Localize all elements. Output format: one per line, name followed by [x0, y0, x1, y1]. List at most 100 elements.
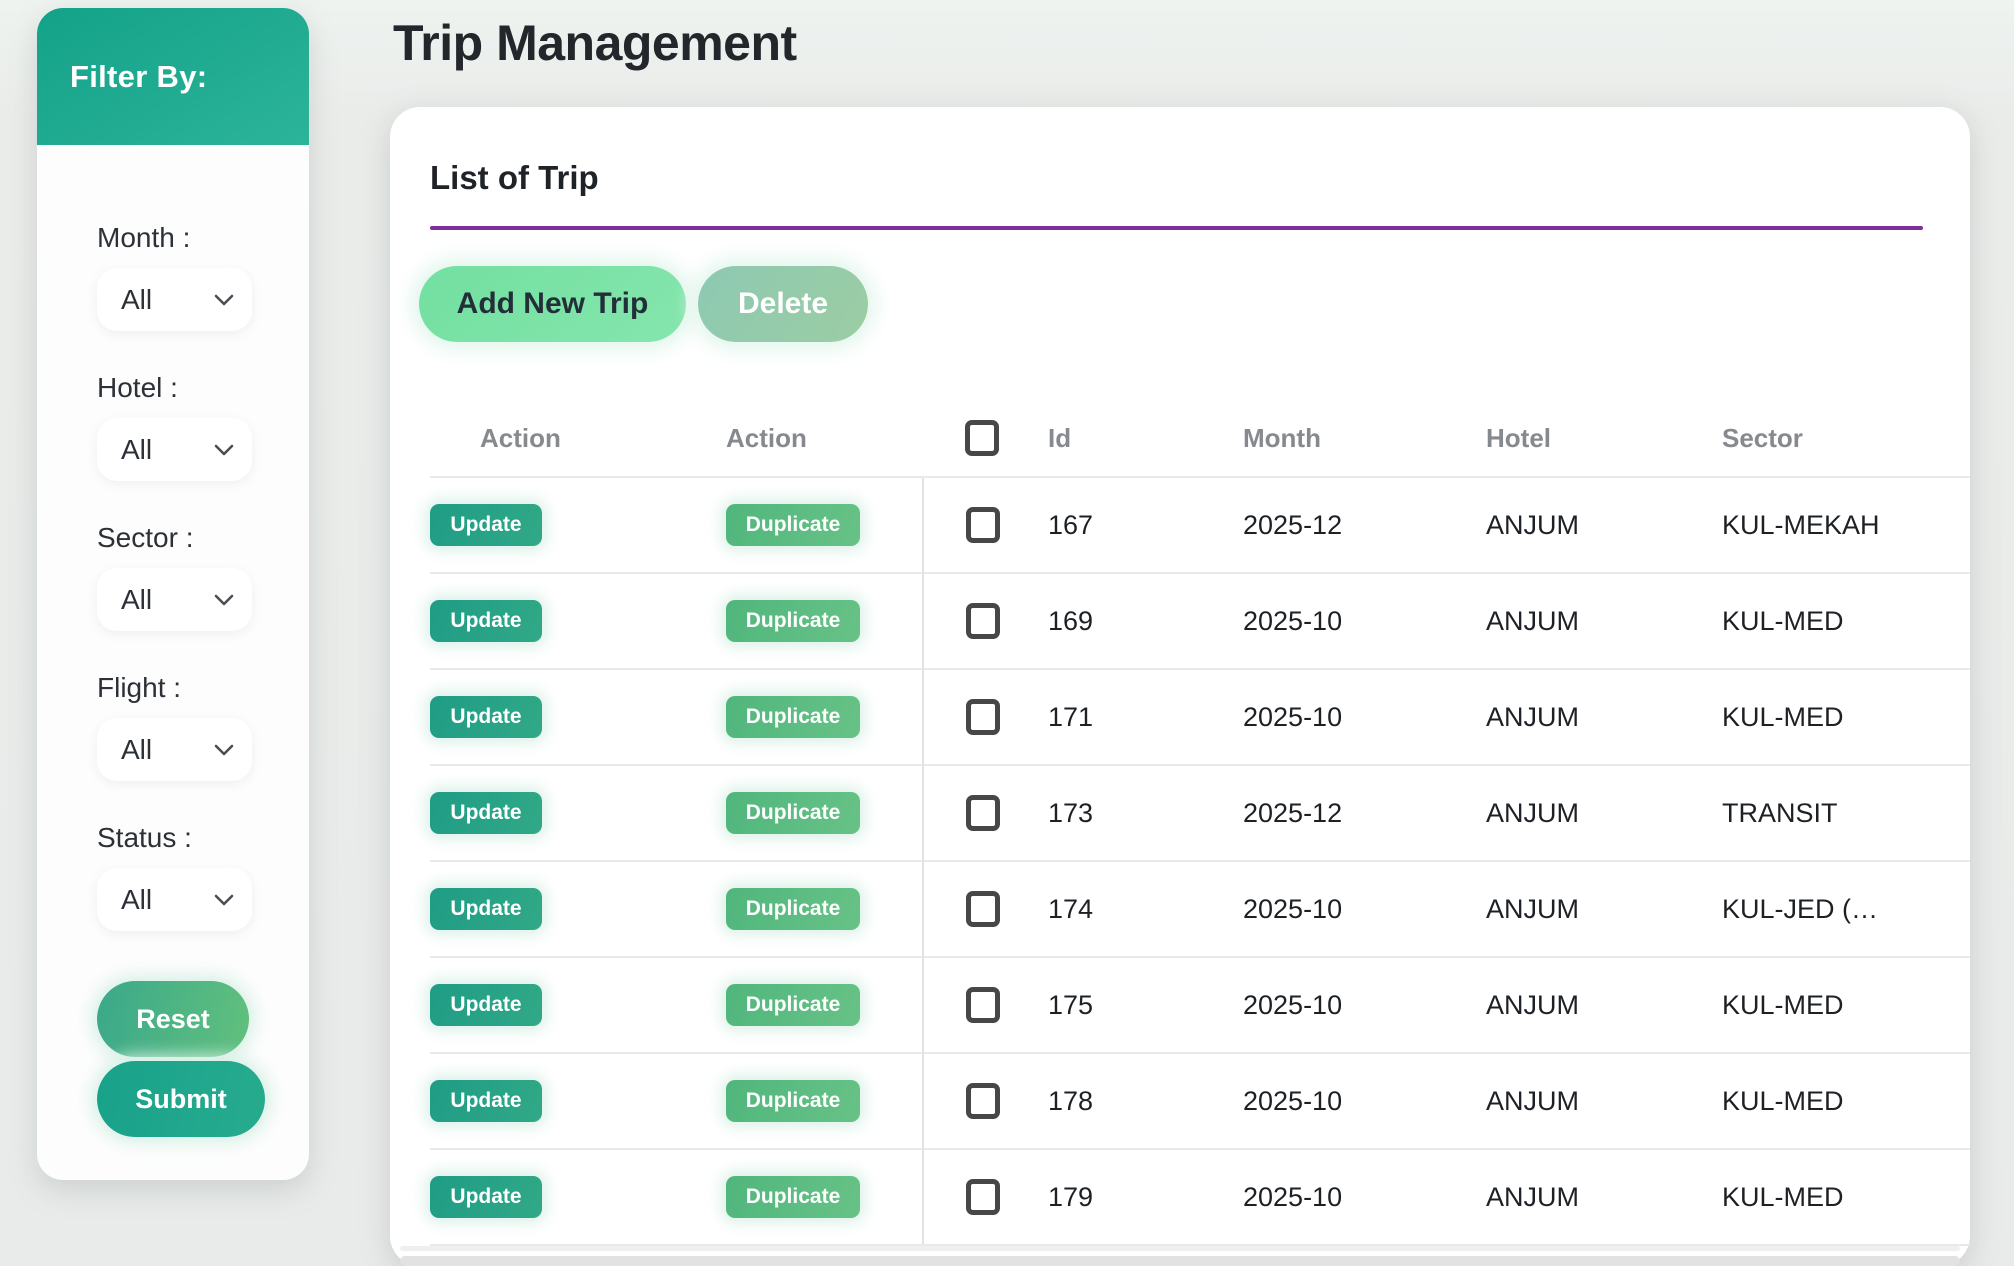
chevron-down-icon [214, 744, 234, 755]
row-checkbox[interactable] [966, 507, 1000, 543]
cell-month: 2025-10 [1243, 572, 1486, 669]
flight-filter-label: Flight : [97, 672, 182, 703]
filter-by-title: Filter By: [70, 58, 208, 94]
cell-id: 167 [1048, 476, 1243, 573]
duplicate-button[interactable]: Duplicate [726, 1080, 860, 1122]
table-row: Update Duplicate 173 2025-12 ANJUM TRANSIT [430, 764, 1970, 861]
cell-id: 169 [1048, 572, 1243, 669]
row-checkbox[interactable] [966, 1179, 1000, 1215]
cell-id: 173 [1048, 764, 1243, 861]
duplicate-button[interactable]: Duplicate [726, 1176, 860, 1218]
duplicate-button[interactable]: Duplicate [726, 984, 860, 1026]
chevron-down-icon [214, 444, 234, 455]
hotel-filter-select[interactable]: All [97, 418, 252, 481]
update-button[interactable]: Update [430, 1176, 542, 1218]
add-new-trip-button[interactable]: Add New Trip [419, 266, 686, 342]
update-button[interactable]: Update [430, 696, 542, 738]
horizontal-scrollbar[interactable] [400, 1256, 1960, 1266]
row-checkbox[interactable] [966, 699, 1000, 735]
cell-id: 175 [1048, 956, 1243, 1053]
header-action-2: Action [726, 422, 807, 453]
status-filter-select[interactable]: All [97, 868, 252, 931]
cell-sector: KUL-MED [1722, 956, 1970, 1053]
duplicate-button[interactable]: Duplicate [726, 792, 860, 834]
cell-hotel: ANJUM [1486, 1148, 1722, 1246]
cell-month: 2025-10 [1243, 1148, 1486, 1246]
month-filter-select[interactable]: All [97, 268, 252, 331]
chevron-down-icon [214, 894, 234, 905]
chevron-down-icon [214, 594, 234, 605]
cell-hotel: ANJUM [1486, 956, 1722, 1053]
trip-list-card: List of Trip Add New Trip Delete Action … [390, 107, 1970, 1266]
row-checkbox[interactable] [966, 891, 1000, 927]
table-bottom-border [400, 1246, 1960, 1251]
row-checkbox[interactable] [966, 1083, 1000, 1119]
cell-hotel: ANJUM [1486, 1052, 1722, 1149]
update-button[interactable]: Update [430, 984, 542, 1026]
submit-button[interactable]: Submit [97, 1061, 265, 1137]
table-row: Update Duplicate 171 2025-10 ANJUM KUL-MED [430, 668, 1970, 765]
filter-sidebar: Filter By: Month : All Hotel : All Secto… [37, 8, 309, 1180]
table-action-bar: Add New Trip Delete [419, 266, 868, 342]
chevron-down-icon [214, 294, 234, 305]
table-row: Update Duplicate 179 2025-10 ANJUM KUL-MED [430, 1148, 1970, 1246]
cell-sector: TRANSIT [1722, 764, 1970, 861]
table-row: Update Duplicate 175 2025-10 ANJUM KUL-MED [430, 956, 1970, 1053]
cell-hotel: ANJUM [1486, 764, 1722, 861]
row-checkbox[interactable] [966, 987, 1000, 1023]
duplicate-button[interactable]: Duplicate [726, 504, 860, 546]
cell-sector: KUL-JED (… [1722, 860, 1970, 957]
cell-month: 2025-12 [1243, 764, 1486, 861]
hotel-filter-label: Hotel : [97, 372, 178, 403]
reset-button[interactable]: Reset [97, 981, 249, 1057]
trip-table: Action Action Id Month Hotel Sector Upda… [430, 400, 1970, 1246]
sector-filter-label: Sector : [97, 522, 194, 553]
cell-month: 2025-12 [1243, 476, 1486, 573]
table-body: Update Duplicate 167 2025-12 ANJUM KUL-MEKAH U… [430, 476, 1970, 1246]
filter-sidebar-header: Filter By: [37, 8, 309, 145]
month-filter-value: All [121, 283, 153, 315]
cell-month: 2025-10 [1243, 1052, 1486, 1149]
cell-month: 2025-10 [1243, 860, 1486, 957]
list-of-trip-heading: List of Trip [430, 159, 599, 196]
flight-filter-value: All [121, 733, 153, 765]
status-filter-label: Status : [97, 822, 192, 853]
update-button[interactable]: Update [430, 504, 542, 546]
cell-id: 174 [1048, 860, 1243, 957]
cell-sector: KUL-MED [1722, 1052, 1970, 1149]
header-id: Id [1048, 422, 1072, 453]
select-all-checkbox[interactable] [965, 420, 999, 456]
delete-button[interactable]: Delete [698, 266, 868, 342]
row-checkbox[interactable] [966, 795, 1000, 831]
update-button[interactable]: Update [430, 888, 542, 930]
cell-id: 179 [1048, 1148, 1243, 1246]
update-button[interactable]: Update [430, 1080, 542, 1122]
cell-hotel: ANJUM [1486, 476, 1722, 573]
update-button[interactable]: Update [430, 600, 542, 642]
cell-id: 178 [1048, 1052, 1243, 1149]
hotel-filter-value: All [121, 433, 153, 465]
table-row: Update Duplicate 178 2025-10 ANJUM KUL-MED [430, 1052, 1970, 1149]
cell-month: 2025-10 [1243, 956, 1486, 1053]
cell-id: 171 [1048, 668, 1243, 765]
duplicate-button[interactable]: Duplicate [726, 888, 860, 930]
duplicate-button[interactable]: Duplicate [726, 600, 860, 642]
cell-hotel: ANJUM [1486, 668, 1722, 765]
cell-hotel: ANJUM [1486, 860, 1722, 957]
cell-sector: KUL-MEKAH [1722, 476, 1970, 573]
table-row: Update Duplicate 167 2025-12 ANJUM KUL-MEKAH [430, 476, 1970, 573]
sector-filter-select[interactable]: All [97, 568, 252, 631]
cell-sector: KUL-MED [1722, 668, 1970, 765]
flight-filter-select[interactable]: All [97, 718, 252, 781]
page-title: Trip Management [393, 15, 797, 71]
table-row: Update Duplicate 174 2025-10 ANJUM KUL-JED (… [430, 860, 1970, 957]
row-checkbox[interactable] [966, 603, 1000, 639]
cell-hotel: ANJUM [1486, 572, 1722, 669]
header-hotel: Hotel [1486, 422, 1551, 453]
header-action-1: Action [480, 422, 561, 453]
sector-filter-value: All [121, 583, 153, 615]
update-button[interactable]: Update [430, 792, 542, 834]
duplicate-button[interactable]: Duplicate [726, 696, 860, 738]
filter-list: Month : All Hotel : All Sector : All Fli… [37, 145, 309, 1137]
cell-month: 2025-10 [1243, 668, 1486, 765]
